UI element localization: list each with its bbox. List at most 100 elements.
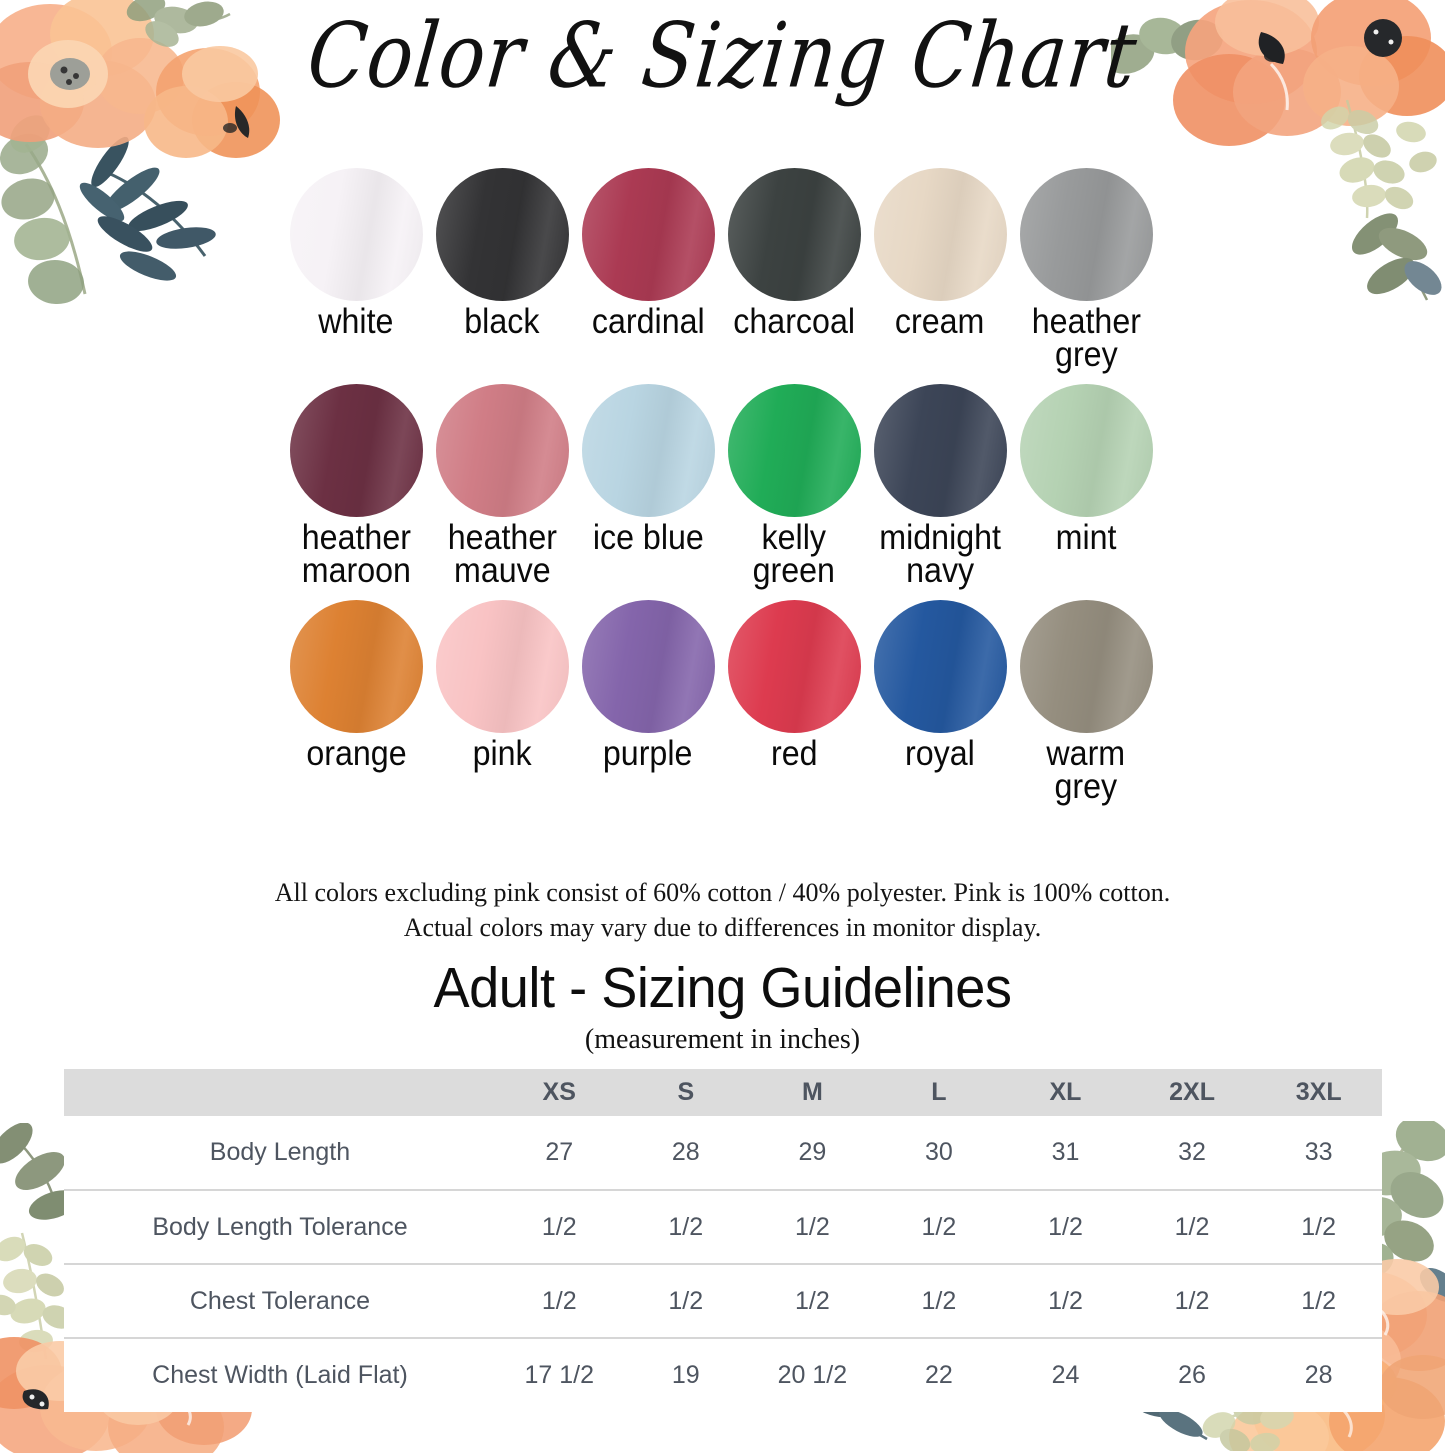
- cell-chest-width-xs: 17 1/2: [524, 1361, 594, 1389]
- swatch-label-purple: purple: [603, 734, 693, 774]
- cell-chest-tolerance-xs: 1/2: [541, 1286, 577, 1315]
- cell-body-length-l: 30: [925, 1138, 953, 1166]
- swatch-white[interactable]: white: [283, 168, 429, 371]
- swatch-label-kelly-green: kelly green: [752, 518, 836, 590]
- swatch-mint[interactable]: mint: [1013, 384, 1159, 587]
- swatch-royal[interactable]: royal: [867, 600, 1013, 803]
- swatch-dot-heather-maroon: [289, 384, 423, 518]
- size-table: XS S M L XL 2XL 3XL Body Length 27 28 29…: [64, 1069, 1382, 1412]
- cell-chest-width-2xl: 26: [1178, 1361, 1206, 1389]
- cell-body-length-3xl: 33: [1304, 1138, 1333, 1166]
- swatch-label-cardinal: cardinal: [591, 302, 705, 341]
- cell-chest-tolerance-3xl: 1/2: [1301, 1286, 1337, 1315]
- swatch-kelly-green[interactable]: kelly green: [721, 384, 867, 590]
- cell-body-length-m: 29: [798, 1138, 827, 1166]
- swatch-pink[interactable]: pink: [429, 600, 575, 803]
- page-title: Color & Sizing Chart: [303, 2, 1143, 108]
- cell-chest-tolerance-xl: 1/2: [1048, 1286, 1083, 1315]
- swatch-row-2: heather maroon heather mauve ice blue ke…: [283, 384, 1163, 590]
- table-row: Chest Tolerance 1/2 1/2 1/2 1/2 1/2 1/2 …: [64, 1264, 1382, 1338]
- cell-body-length-tolerance-xl: 1/2: [1048, 1212, 1083, 1241]
- swatch-row-3: orange pink purple red royal warm grey: [283, 600, 1163, 806]
- cell-body-length-tolerance-2xl: 1/2: [1174, 1212, 1210, 1241]
- swatch-dot-cream: [873, 168, 1007, 301]
- swatch-label-black: black: [464, 302, 540, 341]
- swatch-label-midnight-navy: midnight navy: [879, 518, 1001, 590]
- cell-chest-width-3xl: 28: [1304, 1361, 1333, 1389]
- swatch-dot-ice-blue: [581, 384, 715, 518]
- swatch-heather-mauve[interactable]: heather mauve: [429, 384, 575, 590]
- sizing-guidelines-title: Adult - Sizing Guidelines: [433, 956, 1012, 1020]
- swatch-row-1: white black cardinal charcoal cream heat…: [283, 168, 1163, 374]
- cell-chest-width-xl: 24: [1051, 1361, 1080, 1389]
- cell-chest-width-s: 19: [671, 1361, 700, 1389]
- cell-body-length-2xl: 32: [1178, 1138, 1206, 1166]
- size-header-xl: XL: [1049, 1078, 1082, 1106]
- swatch-label-orange: orange: [305, 734, 407, 774]
- size-table-header: XS S M L XL 2XL 3XL: [64, 1069, 1382, 1116]
- swatch-label-charcoal: charcoal: [733, 302, 855, 341]
- swatch-cardinal[interactable]: cardinal: [575, 168, 721, 371]
- swatch-charcoal[interactable]: charcoal: [721, 168, 867, 371]
- cell-body-length-s: 28: [671, 1138, 700, 1166]
- swatch-label-pink: pink: [472, 734, 532, 774]
- swatch-label-heather-grey: heather grey: [1031, 302, 1141, 374]
- swatch-label-warm-grey: warm grey: [1046, 734, 1126, 806]
- swatch-purple[interactable]: purple: [575, 600, 721, 803]
- cell-chest-tolerance-l: 1/2: [921, 1286, 957, 1315]
- swatch-label-mint: mint: [1055, 518, 1117, 558]
- cell-body-length-tolerance-xs: 1/2: [541, 1212, 577, 1241]
- swatch-orange[interactable]: orange: [283, 600, 429, 803]
- size-header-xs: XS: [542, 1078, 576, 1106]
- cell-chest-tolerance-2xl: 1/2: [1174, 1286, 1210, 1315]
- cell-body-length-tolerance-m: 1/2: [794, 1212, 830, 1241]
- cell-body-length-tolerance-3xl: 1/2: [1301, 1212, 1337, 1241]
- swatch-dot-heather-mauve: [435, 384, 569, 518]
- disclaimer-line-2: Actual colors may vary due to difference…: [403, 912, 1042, 942]
- table-row: Body Length 27 28 29 30 31 32 33: [64, 1116, 1382, 1190]
- row-label-body-length: Body Length: [209, 1138, 351, 1166]
- chart-title-container: Color & Sizing Chart: [0, 3, 1445, 108]
- swatch-label-heather-mauve: heather mauve: [447, 518, 557, 590]
- swatch-dot-royal: [873, 600, 1007, 734]
- swatch-dot-mint: [1019, 384, 1153, 518]
- swatch-cream[interactable]: cream: [867, 168, 1013, 371]
- swatch-dot-orange: [289, 600, 423, 734]
- swatch-label-red: red: [770, 734, 818, 774]
- material-disclaimer: All colors excluding pink consist of 60%…: [0, 876, 1445, 946]
- size-table-header-row: XS S M L XL 2XL 3XL: [64, 1069, 1382, 1116]
- size-table-container: XS S M L XL 2XL 3XL Body Length 27 28 29…: [64, 1069, 1382, 1412]
- cell-chest-tolerance-m: 1/2: [794, 1286, 830, 1315]
- size-header-s: S: [677, 1078, 695, 1106]
- swatch-warm-grey[interactable]: warm grey: [1013, 600, 1159, 806]
- swatch-red[interactable]: red: [721, 600, 867, 803]
- swatch-ice-blue[interactable]: ice blue: [575, 384, 721, 587]
- swatch-label-heather-maroon: heather maroon: [301, 518, 411, 590]
- size-header-2xl: 2XL: [1169, 1078, 1215, 1106]
- swatch-dot-warm-grey: [1019, 600, 1153, 734]
- size-table-body: Body Length 27 28 29 30 31 32 33 Body Le…: [64, 1116, 1382, 1412]
- swatch-label-cream: cream: [895, 302, 985, 341]
- swatch-heather-maroon[interactable]: heather maroon: [283, 384, 429, 590]
- swatch-dot-cardinal: [581, 168, 715, 301]
- color-swatch-grid: white black cardinal charcoal cream heat…: [283, 168, 1163, 816]
- swatch-dot-kelly-green: [727, 384, 861, 518]
- swatch-dot-white: [289, 168, 423, 301]
- swatch-label-ice-blue: ice blue: [592, 518, 704, 558]
- swatch-heather-grey[interactable]: heather grey: [1013, 168, 1159, 374]
- size-header-m: M: [801, 1078, 823, 1106]
- cell-chest-tolerance-s: 1/2: [668, 1286, 704, 1315]
- swatch-dot-purple: [581, 600, 715, 734]
- table-row: Chest Width (Laid Flat) 17 1/2 19 20 1/2…: [64, 1338, 1382, 1412]
- swatch-label-white: white: [318, 302, 394, 341]
- swatch-dot-charcoal: [727, 168, 861, 301]
- disclaimer-line-1: All colors excluding pink consist of 60%…: [274, 878, 1171, 907]
- cell-body-length-xs: 27: [545, 1138, 574, 1166]
- swatch-black[interactable]: black: [429, 168, 575, 371]
- swatch-dot-pink: [435, 600, 569, 734]
- swatch-dot-midnight-navy: [873, 384, 1007, 518]
- swatch-midnight-navy[interactable]: midnight navy: [867, 384, 1013, 590]
- cell-body-length-tolerance-s: 1/2: [668, 1212, 704, 1241]
- sizing-guidelines-subtitle: (measurement in inches): [584, 1024, 861, 1055]
